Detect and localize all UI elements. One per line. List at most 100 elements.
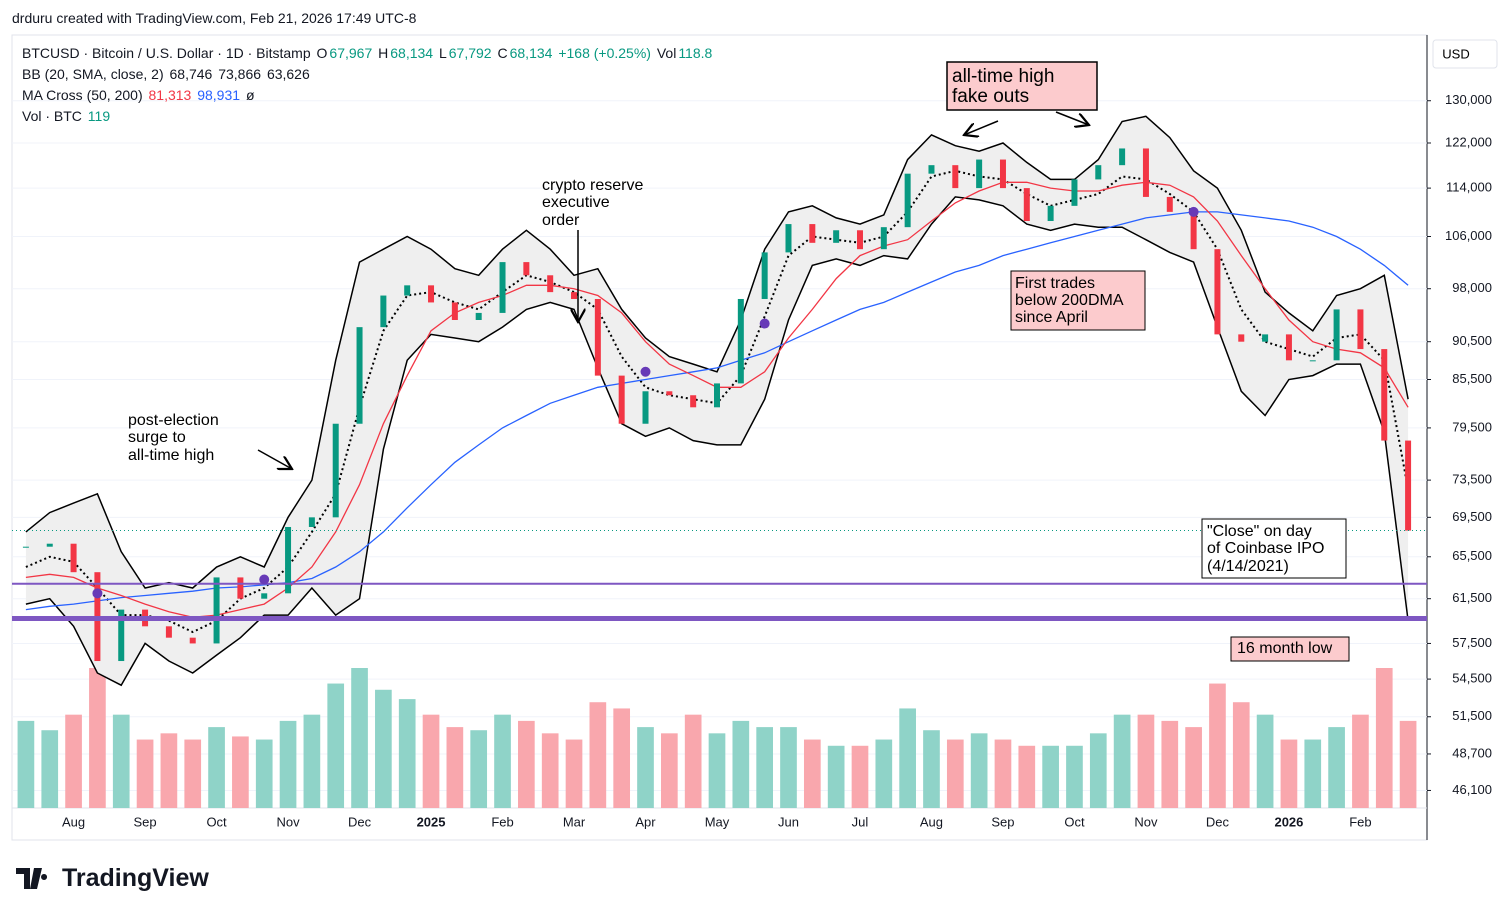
candle — [1357, 309, 1364, 350]
annotation-text: order — [542, 212, 580, 229]
candle — [118, 609, 125, 662]
volume-bar — [89, 668, 106, 808]
candle — [880, 227, 887, 250]
volume-bar — [1328, 727, 1345, 808]
indicator-label: MA Cross (50, 200) — [22, 87, 143, 103]
candle — [1309, 360, 1316, 362]
candle — [833, 230, 840, 243]
candle — [22, 546, 29, 548]
candle — [1023, 188, 1030, 222]
bb-lower — [25, 196, 1409, 687]
volume-bar — [41, 730, 59, 808]
annotation-text: post-election — [128, 412, 219, 429]
y-tick-label: 48,700 — [1452, 745, 1492, 760]
x-tick-label: Oct — [1064, 814, 1085, 829]
y-tick-label: 106,000 — [1445, 228, 1492, 243]
candle — [976, 159, 983, 189]
candle — [70, 543, 77, 573]
x-tick-label: Jun — [778, 814, 799, 829]
candle — [308, 517, 315, 527]
candle — [428, 285, 435, 303]
volume-bar — [1375, 668, 1393, 808]
x-tick-label: 2025 — [417, 814, 446, 829]
volume-bar — [279, 720, 297, 808]
volume-bar — [803, 739, 821, 808]
volume-bar — [1089, 733, 1107, 808]
arrow — [257, 449, 292, 469]
candle — [761, 252, 768, 299]
annotations: all-time high fake outs crypto reserve e… — [128, 61, 1350, 662]
candle — [332, 423, 339, 518]
volume-bar — [17, 720, 35, 808]
x-tick-label: Aug — [920, 814, 943, 829]
candle — [1405, 440, 1412, 531]
ohlc-value: 68,134 — [390, 45, 434, 61]
candle — [1095, 165, 1102, 180]
candle — [1166, 196, 1173, 212]
volume-bar — [565, 739, 583, 808]
ohlc-label: H — [378, 45, 389, 61]
y-tick-label: 90,500 — [1452, 333, 1492, 348]
volume-bar — [112, 714, 130, 808]
ma-cross-point — [759, 318, 770, 329]
indicator-value: 73,866 — [218, 66, 262, 82]
candle — [809, 224, 816, 243]
candle — [189, 637, 196, 644]
volume-bar — [518, 720, 535, 808]
candle — [690, 395, 697, 408]
volume-bar — [184, 739, 202, 808]
y-tick-label: 61,500 — [1452, 590, 1492, 605]
x-tick-label: Oct — [206, 814, 227, 829]
volume-bar — [660, 733, 678, 808]
arrow — [964, 120, 999, 135]
annotation-text: executive — [542, 194, 610, 211]
legend-row: Vol · BTC 119 — [22, 108, 112, 124]
candle — [475, 312, 482, 320]
candle — [547, 275, 554, 293]
volume-bar — [351, 668, 368, 808]
annotation-box — [1201, 518, 1347, 579]
vol-label: Vol — [656, 45, 677, 61]
volume-bar — [732, 720, 750, 808]
x-tick-label: Dec — [348, 814, 372, 829]
ohlc-value: 68,134 — [509, 45, 553, 61]
y-tick-label: 114,000 — [1446, 180, 1492, 195]
candle — [165, 626, 172, 638]
ma200-line — [25, 211, 1409, 611]
candle — [404, 285, 411, 296]
candle — [618, 375, 625, 424]
annotation-text: fake outs — [952, 86, 1029, 107]
volume-bar — [1256, 714, 1274, 808]
candle — [642, 391, 649, 424]
volume-bar — [994, 739, 1012, 808]
ma-cross-point — [1188, 206, 1199, 217]
y-tick-label: 79,500 — [1452, 419, 1492, 434]
ohlc-value: 67,792 — [448, 45, 492, 61]
arrow — [1055, 111, 1089, 125]
volume-bar — [160, 733, 178, 808]
header: drduru created with TradingView.com, Feb… — [12, 10, 417, 26]
y-tick-label: 73,500 — [1452, 472, 1492, 487]
y-tick-label: 98,000 — [1452, 280, 1492, 295]
indicator-value: 68,746 — [169, 66, 213, 82]
annotation-text: surge to — [128, 429, 186, 446]
volume-bar — [232, 736, 249, 808]
annotation-box — [1230, 636, 1350, 662]
x-tick-label: Dec — [1206, 814, 1230, 829]
ohlc-label: C — [497, 45, 508, 61]
volume-bar — [1209, 683, 1226, 808]
currency-box[interactable] — [1432, 39, 1498, 69]
symbol: BTCUSD · Bitcoin / U.S. Dollar · 1D · Bi… — [22, 45, 311, 61]
volume-bar — [1304, 739, 1322, 808]
ma-cross-point — [259, 574, 270, 585]
volume-bar — [613, 708, 631, 808]
ma-cross-point — [92, 588, 103, 599]
volume-bar — [1066, 745, 1083, 808]
volume-bar — [494, 714, 511, 808]
volume-bar — [1280, 739, 1298, 808]
candle — [785, 224, 792, 253]
volume-bar — [1113, 714, 1131, 808]
volume-bar — [398, 699, 416, 808]
annotation-text: since April — [1015, 309, 1088, 326]
